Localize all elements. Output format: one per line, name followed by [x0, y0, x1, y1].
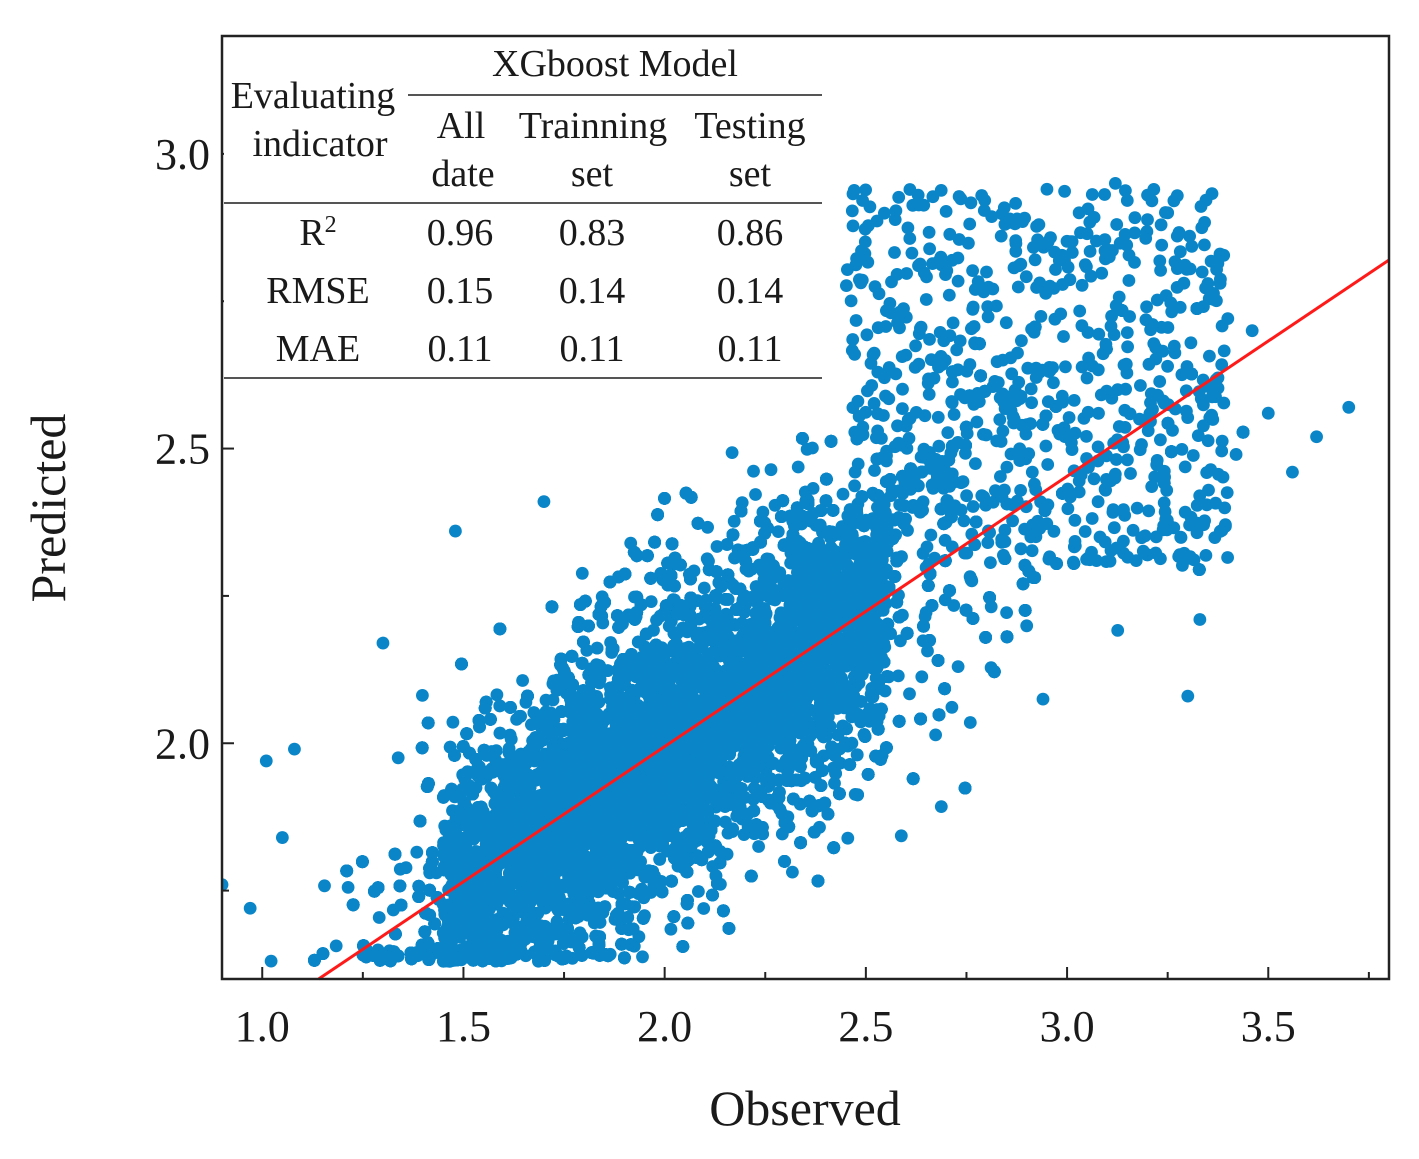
- scatter-point: [391, 751, 405, 765]
- scatter-point: [891, 669, 905, 683]
- scatter-point: [539, 693, 553, 707]
- scatter-point: [410, 845, 424, 859]
- scatter-point: [329, 939, 343, 953]
- scatter-point: [516, 674, 529, 687]
- scatter-point: [416, 689, 429, 702]
- scatter-point: [836, 487, 850, 501]
- scatter-point: [868, 464, 881, 477]
- scatter-point: [994, 470, 1007, 483]
- scatter-point: [791, 460, 805, 474]
- scatter-point: [951, 660, 965, 673]
- scatter-point: [636, 950, 649, 964]
- scatter-point: [1000, 606, 1013, 619]
- scatter-point: [749, 488, 762, 501]
- scatter-point: [747, 464, 760, 478]
- scatter-point: [848, 479, 861, 493]
- scatter-point: [752, 840, 765, 853]
- scatter-point: [894, 829, 908, 843]
- scatter-point: [903, 687, 916, 701]
- scatter-point: [318, 879, 331, 893]
- scatter-point: [720, 847, 734, 861]
- scatter-point: [490, 688, 504, 702]
- scatter-point: [828, 776, 841, 790]
- scatter-point: [1111, 624, 1125, 637]
- scatter-points: [264, 183, 1250, 968]
- scatter-point: [786, 865, 799, 879]
- scatter-point: [915, 670, 929, 684]
- scatter-point: [1020, 619, 1034, 633]
- scatter-point: [771, 525, 785, 538]
- scatter-point: [697, 902, 711, 915]
- scatter-point: [644, 595, 658, 608]
- scatter-point: [841, 831, 855, 845]
- scatter-point: [934, 800, 948, 813]
- scatter-point: [1036, 692, 1050, 706]
- scatter-point: [446, 715, 460, 729]
- scatter-point: [764, 463, 778, 477]
- scatter-point: [945, 700, 959, 714]
- scatter-point: [692, 885, 705, 898]
- scatter-point: [341, 881, 355, 894]
- scatter-point: [264, 954, 278, 968]
- scatter-point: [372, 911, 386, 924]
- scatter-point: [393, 862, 407, 876]
- scatter-point: [800, 442, 814, 456]
- scatter-point: [1142, 504, 1156, 518]
- scatter-point: [963, 716, 977, 729]
- scatter-point: [725, 446, 739, 459]
- scatter-point: [697, 581, 711, 595]
- scatter-point: [664, 922, 678, 936]
- scatter-point: [701, 520, 714, 534]
- scatter-point: [575, 566, 589, 580]
- scatter-point: [929, 728, 942, 742]
- scatter-point: [921, 644, 934, 658]
- scatter-point: [710, 540, 724, 553]
- scatter-point: [727, 514, 741, 528]
